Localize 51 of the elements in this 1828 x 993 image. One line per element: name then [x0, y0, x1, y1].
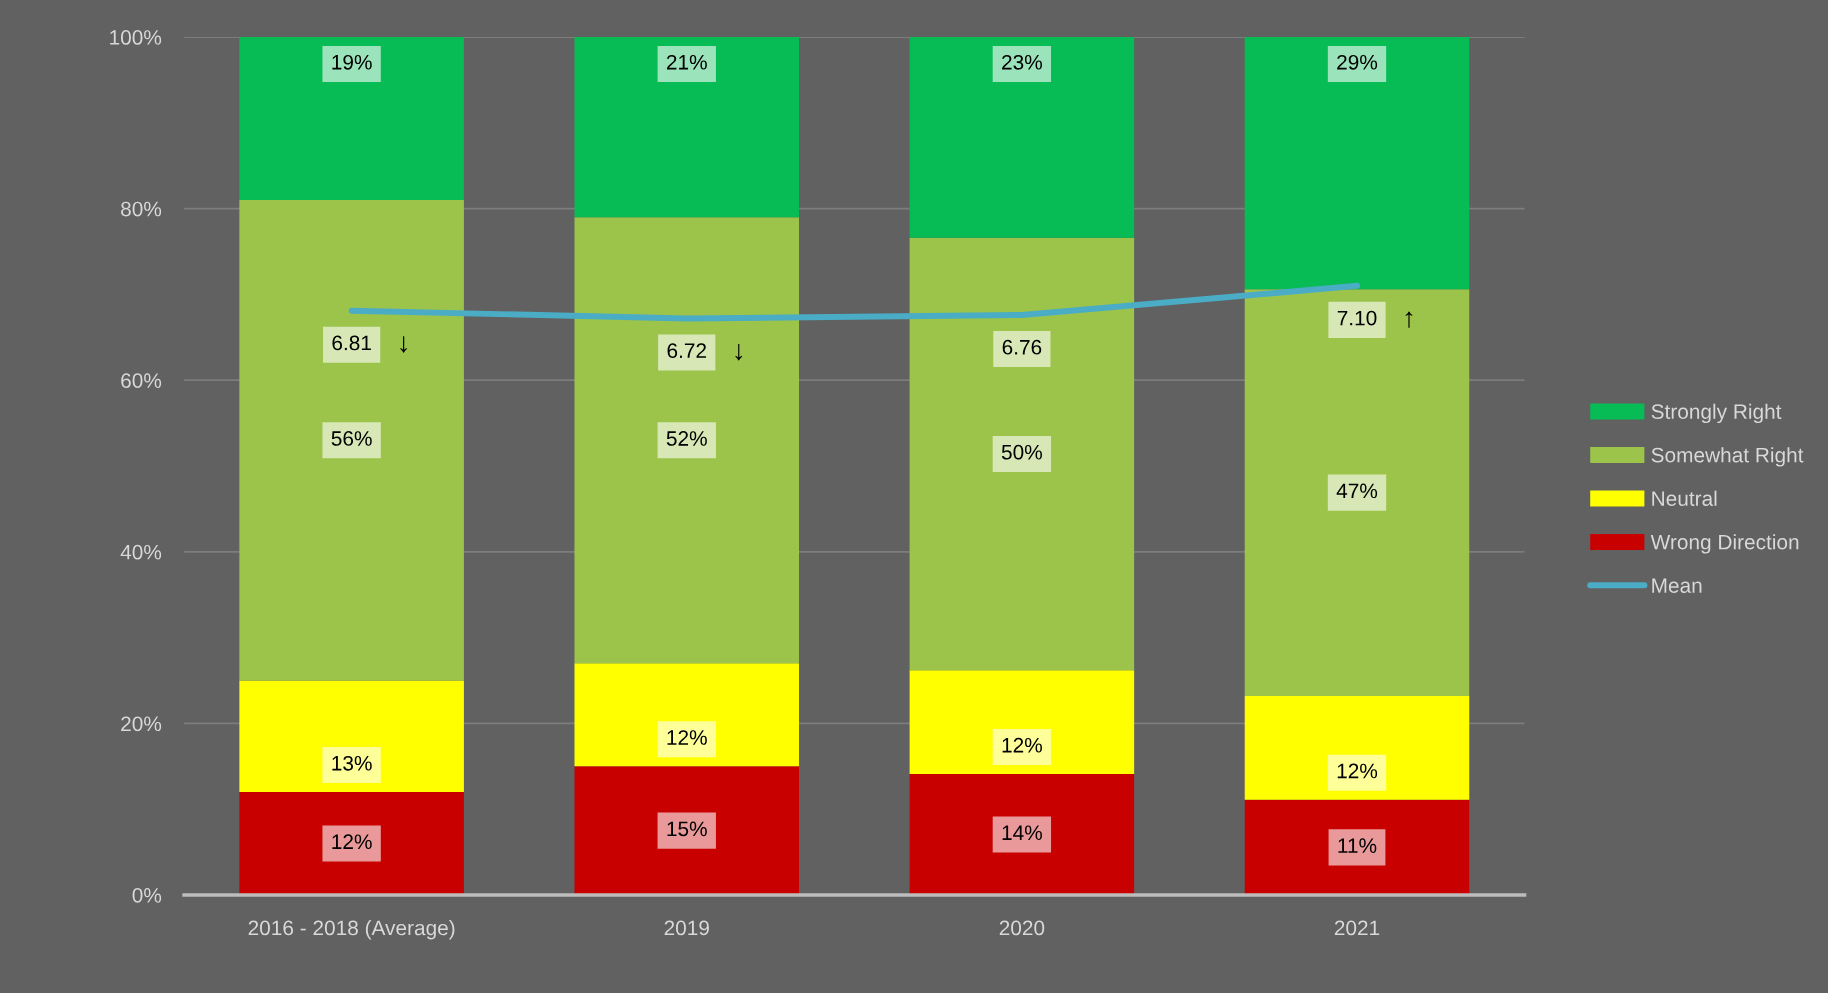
text: 6.81 ↓: [332, 335, 407, 353]
bar: [239, 37, 464, 201]
y-tick-label: 80%: [121, 201, 162, 217]
text: 7.10 ↑: [1337, 310, 1413, 328]
legend-label: Mean: [1652, 578, 1702, 593]
y-tick-label: 60%: [121, 373, 162, 388]
bar: [1244, 37, 1470, 290]
bar: [574, 37, 800, 218]
x-tick-label: 2020: [999, 920, 1045, 936]
bar: [239, 680, 464, 793]
bar: [574, 766, 800, 895]
data-label: 19%: [332, 54, 372, 70]
legend-label: Neutral: [1652, 490, 1717, 506]
bar: [239, 200, 464, 681]
data-label: 12%: [1337, 763, 1378, 779]
data-label: 11%: [1338, 838, 1377, 853]
data-label: 50%: [1001, 444, 1042, 460]
y-tick-label: 40%: [120, 544, 162, 560]
bar: [574, 217, 800, 664]
x-tick-label: 2019: [664, 920, 709, 936]
data-label: 23%: [1002, 54, 1042, 70]
bar: [1244, 289, 1470, 696]
y-tick-label: 0%: [132, 887, 162, 903]
data-label: 15%: [667, 821, 707, 837]
x-tick-label: 2021: [1334, 920, 1380, 936]
data-label: 12%: [332, 834, 372, 850]
bar: [909, 237, 1135, 671]
data-label: 12%: [667, 730, 707, 745]
data-label: 52%: [666, 431, 707, 446]
y-tick-label: 100%: [110, 30, 162, 45]
data-label: 12%: [1002, 737, 1042, 753]
data-label: 6.76: [1002, 339, 1042, 355]
bar: [909, 37, 1135, 238]
data-label: 13%: [332, 755, 372, 771]
bar: [1244, 799, 1470, 895]
x-tick-label: 2016 - 2018 (Average): [248, 919, 455, 940]
bar: [239, 792, 464, 895]
legend-label: Somewhat Right: [1651, 447, 1804, 467]
bar: [1244, 695, 1470, 800]
bar: [574, 663, 800, 767]
legend-label: Wrong Direction: [1650, 534, 1799, 554]
legend-label: Strongly Right: [1651, 403, 1782, 424]
data-label: 29%: [1337, 54, 1378, 70]
data-label: 56%: [331, 431, 372, 446]
data-label: 47%: [1336, 483, 1378, 499]
data-label: 14%: [1002, 825, 1042, 841]
data-label: 21%: [666, 54, 707, 70]
bar: [909, 774, 1135, 895]
text: 6.72 ↓: [667, 343, 743, 361]
y-tick-label: 20%: [121, 716, 162, 732]
bar: [909, 670, 1135, 775]
